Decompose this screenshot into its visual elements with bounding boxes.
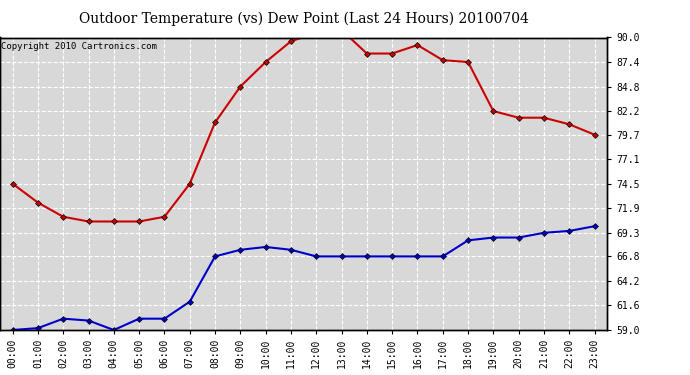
Text: Outdoor Temperature (vs) Dew Point (Last 24 Hours) 20100704: Outdoor Temperature (vs) Dew Point (Last… bbox=[79, 11, 529, 26]
Text: Copyright 2010 Cartronics.com: Copyright 2010 Cartronics.com bbox=[1, 42, 157, 51]
